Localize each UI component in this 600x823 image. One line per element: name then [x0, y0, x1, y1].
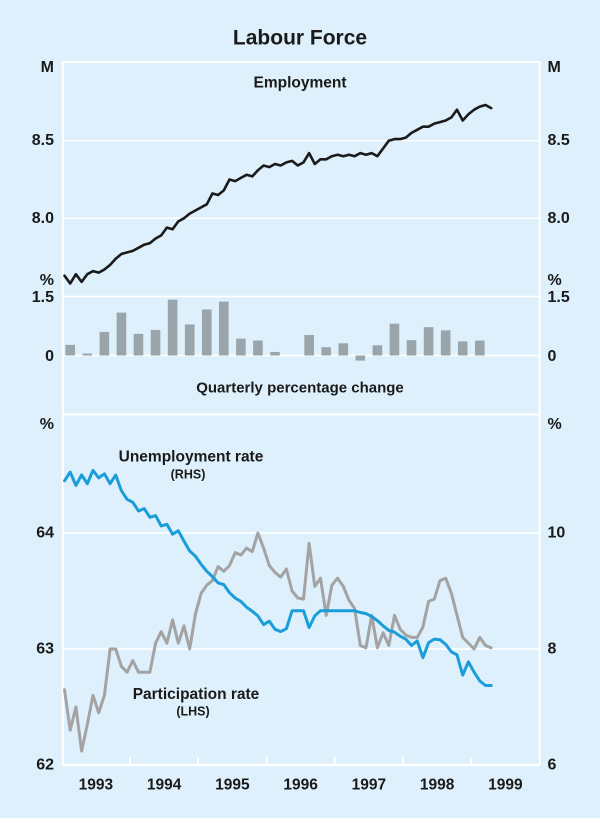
ytick-left-emp-8.5: 8.5 [32, 132, 54, 149]
bar-1996-q4 [321, 347, 332, 356]
ytick-right-rate-8: 8 [548, 641, 557, 658]
xtick-year-1998: 1998 [420, 777, 455, 794]
unemployment-rate-sublabel: (RHS) [171, 468, 206, 482]
axis-unit-left-rates: % [40, 416, 54, 433]
bar-1995-q4 [253, 340, 263, 356]
ytick-right-bar-0: 0 [548, 348, 557, 365]
axis-unit-left-bars: % [40, 272, 54, 289]
unemployment-rate-line [63, 468, 493, 687]
xtick-year-1994: 1994 [147, 777, 182, 794]
xtick-year-1999: 1999 [488, 777, 523, 794]
bar-1994-q1 [133, 333, 144, 356]
bar-1997-q4 [389, 323, 400, 356]
bar-1993-q2 [82, 353, 93, 356]
employment-line [63, 103, 493, 285]
xtick-year-1995: 1995 [215, 777, 250, 794]
bar-1997-q1 [338, 343, 349, 356]
participation-rate-sublabel: (LHS) [176, 705, 209, 719]
bar-1993-q1 [65, 344, 76, 356]
axis-unit-right-bars: % [548, 272, 562, 289]
bar-1999-q1 [474, 340, 485, 356]
bar-1995-q1 [201, 309, 212, 356]
unemployment-rate-label: Unemployment rate [119, 449, 264, 466]
xtick-year-1993: 1993 [79, 777, 114, 794]
bar-1995-q3 [236, 338, 246, 356]
axis-unit-right-employment: M [548, 59, 561, 76]
ytick-left-rate-63: 63 [36, 641, 54, 658]
ytick-left-rate-62: 62 [36, 757, 54, 774]
bar-1997-q3 [372, 345, 383, 356]
xtick-year-1997: 1997 [352, 777, 386, 794]
bar-1994-q4 [184, 324, 195, 356]
ytick-right-rate-6: 6 [548, 757, 557, 774]
ytick-left-bar-1.5: 1.5 [32, 289, 54, 306]
ytick-right-emp-8.0: 8.0 [548, 210, 570, 227]
bar-1994-q3 [167, 299, 178, 356]
ytick-right-bar-1.5: 1.5 [548, 289, 570, 306]
bar-1993-q4 [116, 312, 127, 356]
bar-1998-q1 [406, 340, 417, 356]
quarterly-change-panel-title: Quarterly percentage change [196, 380, 404, 397]
ytick-right-rate-10: 10 [548, 525, 566, 542]
bar-1993-q3 [99, 331, 110, 356]
bar-1998-q3 [440, 330, 451, 356]
employment-panel-title: Employment [253, 75, 346, 92]
bar-1996-q3 [304, 335, 314, 356]
ytick-left-bar-0: 0 [45, 348, 54, 365]
bar-1998-q4 [457, 341, 468, 356]
ytick-right-emp-8.5: 8.5 [548, 132, 570, 149]
bar-1998-q2 [423, 327, 434, 356]
participation-rate-label: Participation rate [133, 686, 260, 703]
bar-1997-q2 [355, 355, 366, 361]
bar-1994-q2 [150, 329, 161, 356]
bar-1995-q2 [219, 301, 229, 356]
axis-unit-left-employment: M [41, 59, 54, 76]
ytick-left-emp-8.0: 8.0 [32, 210, 54, 227]
page-title: Labour Force [233, 27, 367, 50]
xtick-year-1996: 1996 [283, 777, 318, 794]
axis-unit-right-rates: % [548, 416, 562, 433]
bar-1996-q1 [270, 351, 280, 356]
ytick-left-rate-64: 64 [36, 525, 54, 542]
participation-rate-line [63, 531, 493, 753]
